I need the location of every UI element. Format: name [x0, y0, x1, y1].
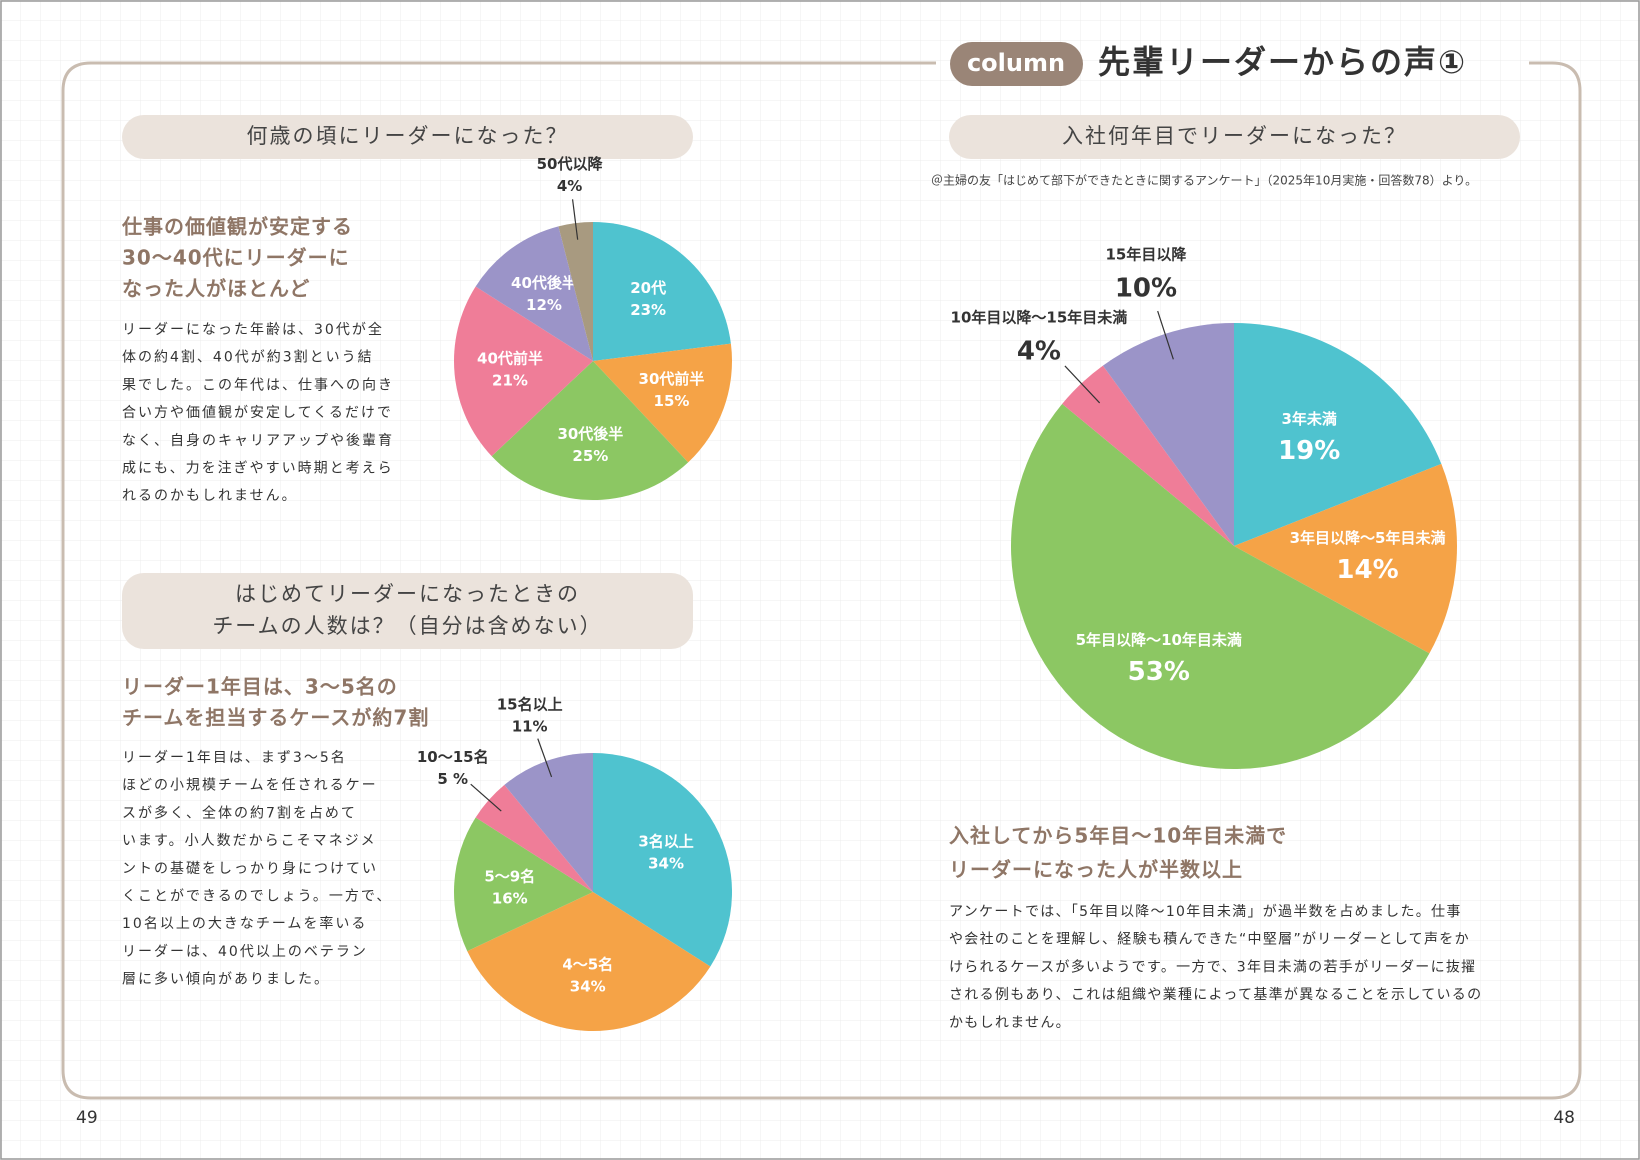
body-text: 層に多い傾向がありました。 — [122, 971, 330, 988]
body-text: けられるケースが多いようです。一方で、3年目未満の若手がリーダーに抜擢 — [949, 958, 1476, 975]
body-text: なく、自身のキャリアアップや後輩育 — [122, 433, 394, 449]
question: 入社何年目でリーダーになった？ — [1062, 124, 1407, 148]
slice-label: 3年目以降〜5年目未満 — [1290, 529, 1446, 547]
page-number: 48 — [1553, 1108, 1575, 1128]
slice-label: 10年目以降〜15年目未満 — [951, 309, 1128, 327]
slice-value: 4% — [1017, 337, 1061, 367]
leader-line — [571, 199, 579, 240]
slice-label: 4〜5名 — [562, 956, 613, 974]
heading: 入社してから5年目〜10年目未満で — [949, 824, 1287, 848]
body-text: ントの基礎をしっかり身につけてい — [122, 860, 378, 877]
slice-value: 15% — [654, 392, 690, 410]
column-tag-bg — [950, 42, 1083, 86]
heading: 30〜40代にリーダーに — [122, 246, 350, 270]
slice-value: 12% — [526, 296, 562, 314]
slice-value: 4% — [557, 177, 582, 195]
heading: チームを担当するケースが約7割 — [122, 706, 429, 730]
heading: リーダーになった人が半数以上 — [949, 858, 1243, 882]
pie-slice — [558, 222, 593, 361]
slice-value: 11% — [512, 718, 548, 736]
slice-label: 5〜9名 — [484, 867, 535, 885]
slice-label: 20代 — [630, 279, 666, 297]
leader-line — [537, 738, 553, 778]
body-text: 果でした。この年代は、仕事への向き — [122, 377, 394, 393]
body-text: 合い方や価値観が安定してくるだけで — [122, 404, 393, 421]
body-text: される例もあり、これは組織や業種によって基準が異なることを示しているの — [949, 986, 1482, 1003]
slice-label: 40代後半 — [511, 274, 577, 292]
body-text: リーダー1年目は、まず3〜5名 — [122, 750, 347, 766]
slice-label: 3名以上 — [638, 832, 693, 850]
page-number: 49 — [76, 1108, 98, 1128]
slice-label: 5年目以降〜10年目未満 — [1076, 631, 1242, 649]
question: チームの人数は？（自分は含めない） — [212, 614, 602, 638]
slice-value: 23% — [630, 301, 666, 319]
question-pill — [122, 573, 693, 649]
column-tag: column — [967, 49, 1065, 77]
slice-value: 14% — [1336, 555, 1398, 585]
pie-slice — [1234, 323, 1442, 546]
slice-value: 34% — [648, 854, 684, 872]
slice-value: 5 % — [437, 770, 468, 788]
pie-slice — [1062, 365, 1234, 546]
pie-slice — [1102, 323, 1234, 546]
slice-value: 34% — [570, 978, 606, 996]
pie-slice — [593, 222, 731, 361]
leader-line — [1157, 310, 1174, 360]
body-text: れるのかもしれません。 — [122, 488, 298, 504]
pie-slice — [467, 892, 711, 1031]
slice-label: 15年目以降 — [1105, 245, 1187, 263]
slice-value: 19% — [1278, 436, 1340, 466]
heading: リーダー1年目は、3〜5名の — [122, 675, 398, 699]
pie-slice — [593, 753, 732, 967]
body-text: アンケートでは、「5年目以降〜10年目未満」が過半数を占めました。仕事 — [949, 904, 1462, 920]
slice-label: 3年未満 — [1281, 410, 1336, 428]
slice-label: 15名以上 — [497, 696, 563, 714]
page-title: 先輩リーダーからの声① — [1098, 43, 1467, 81]
body-text: 10名以上の大きなチームを率いる — [122, 915, 367, 932]
slice-label: 50代以降 — [537, 155, 604, 173]
slice-value: 21% — [492, 371, 528, 389]
pie-slice — [491, 361, 689, 500]
body-text: います。小人数だからこそマネジメ — [122, 833, 377, 849]
slice-value: 25% — [572, 447, 608, 465]
body-text: や会社のことを理解し、経験も積んできた“中堅層”がリーダーとして声をか — [949, 932, 1470, 948]
slice-value: 16% — [492, 889, 528, 907]
slice-value: 53% — [1128, 657, 1190, 687]
question: 何歳の頃にリーダーになった？ — [247, 124, 569, 148]
question: はじめてリーダーになったときの — [235, 582, 580, 606]
pie-slice — [475, 784, 593, 892]
body-text: リーダーは、40代以上のベテラン — [122, 944, 368, 960]
pie-slice — [593, 343, 732, 463]
body-text: リーダーになった年齢は、30代が全 — [122, 321, 384, 338]
body-text: 体の約4割、40代が約3割という結 — [122, 349, 374, 366]
body-text: スが多く、全体の約7割を占めて — [122, 804, 357, 821]
frame — [61, 61, 1582, 1100]
leader-line — [470, 783, 502, 812]
body-text: 成にも、力を注ぎやすい時期と考えら — [122, 461, 394, 477]
question-pill — [122, 115, 693, 159]
pie-slice — [454, 286, 593, 457]
body-text: くことができるのでしょう。一方で、 — [122, 889, 392, 905]
heading: なった人がほとんど — [122, 277, 310, 301]
slice-label: 40代前半 — [477, 349, 543, 367]
leader-line — [1064, 365, 1101, 404]
slice-label: 30代前半 — [639, 370, 705, 388]
source-note: ＠主婦の友「はじめて部下ができたときに関するアンケート」（2025年10月実施・… — [931, 173, 1477, 188]
body-text: かもしれません。 — [949, 1015, 1071, 1031]
pie-slice — [475, 226, 593, 361]
body-text: ほどの小規模チームを任されるケー — [122, 778, 378, 794]
slice-value: 10% — [1115, 273, 1177, 303]
pie-slice — [454, 817, 593, 952]
slice-label: 10〜15名 — [417, 748, 489, 766]
question-pill — [949, 115, 1520, 159]
heading: 仕事の価値観が安定する — [121, 215, 353, 239]
pie-slice — [1011, 403, 1430, 769]
pie-slice — [504, 753, 593, 892]
slice-label: 30代後半 — [557, 425, 623, 443]
pie-slice — [1234, 463, 1457, 654]
